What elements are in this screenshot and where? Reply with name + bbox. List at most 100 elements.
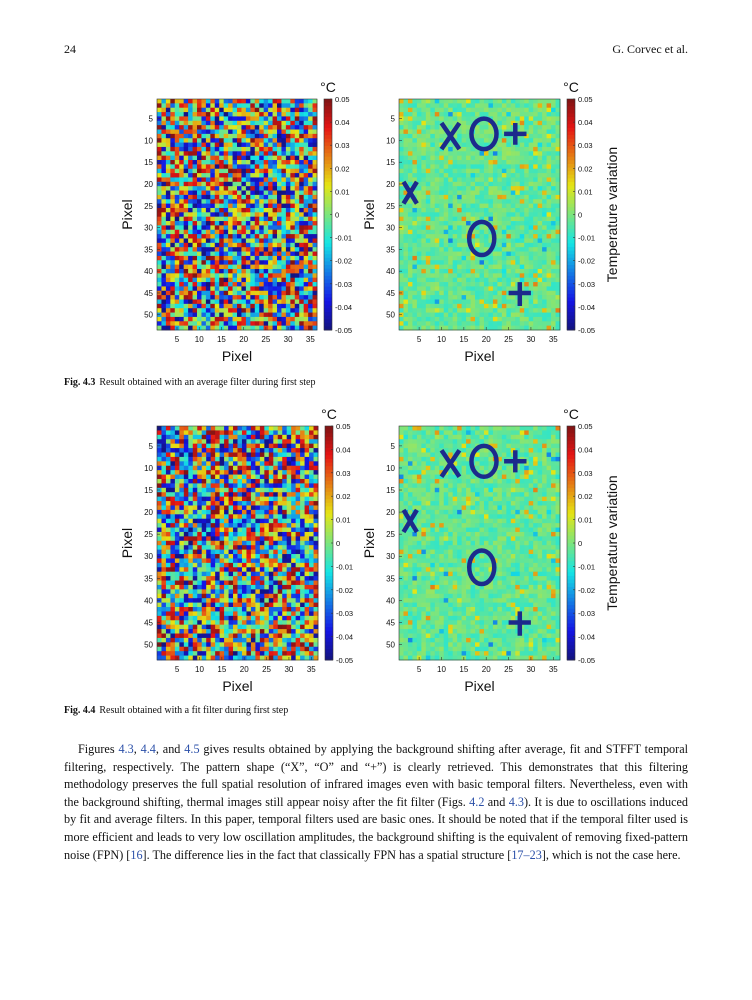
- heatmap-cell: [290, 303, 296, 309]
- heatmap-cell: [259, 456, 265, 462]
- heatmap-cell: [443, 286, 449, 292]
- heatmap-cell: [425, 255, 431, 261]
- heatmap-cell: [188, 225, 193, 231]
- heatmap-cell: [313, 483, 319, 489]
- heatmap-cell: [250, 164, 256, 170]
- heatmap-cell: [192, 496, 198, 502]
- y-tick-label: 35: [386, 245, 395, 254]
- heatmap-cell: [528, 107, 534, 113]
- heatmap-cell: [214, 168, 220, 174]
- heatmap-cell: [483, 133, 489, 139]
- heatmap-cell: [309, 514, 314, 520]
- heatmap-cell: [528, 303, 534, 309]
- heatmap-cell: [470, 181, 476, 187]
- heatmap-cell: [281, 242, 287, 248]
- heatmap-cell: [501, 273, 507, 279]
- heatmap-cell: [232, 155, 238, 161]
- heatmap-cell: [421, 242, 427, 248]
- heatmap-cell: [233, 509, 238, 515]
- colorbar-step: [324, 196, 332, 201]
- heatmap-cell: [403, 207, 409, 213]
- heatmap-cell: [506, 321, 512, 327]
- heatmap-cell: [470, 277, 476, 283]
- heatmap-cell: [277, 181, 282, 187]
- heatmap-cell: [492, 160, 498, 165]
- heatmap-cell: [403, 308, 409, 313]
- heatmap-cell: [170, 234, 176, 239]
- heatmap-cell: [268, 216, 273, 222]
- heatmap-cell: [452, 260, 458, 266]
- heatmap-cell: [219, 234, 225, 239]
- heatmap-cell: [179, 452, 185, 458]
- heatmap-cell: [285, 264, 291, 270]
- heatmap-cell: [254, 160, 260, 165]
- heatmap-cell: [201, 514, 207, 520]
- heatmap-cell: [205, 194, 211, 200]
- heatmap-cell: [528, 125, 534, 130]
- heatmap-cell: [228, 523, 234, 528]
- heatmap-cell: [277, 203, 282, 209]
- heatmap-cell: [290, 168, 296, 174]
- heatmap-cell: [457, 186, 463, 191]
- heatmap-cell: [174, 181, 180, 187]
- heatmap-cell: [303, 190, 309, 196]
- colorbar-tick-label: -0.03: [335, 280, 352, 289]
- heatmap-cell: [188, 273, 193, 279]
- heatmap-cell: [448, 264, 454, 270]
- heatmap-cell: [188, 321, 193, 327]
- heatmap-cell: [542, 247, 547, 252]
- heatmap-cell: [461, 203, 467, 209]
- heatmap-cell: [294, 229, 300, 235]
- heatmap-cell: [466, 107, 471, 113]
- heatmap-cell: [201, 221, 207, 226]
- heatmap-cell: [272, 173, 278, 178]
- heatmap-cell: [528, 216, 534, 222]
- heatmap-cell: [285, 251, 291, 257]
- heatmap-cell: [412, 125, 418, 130]
- heatmap-cell: [281, 116, 287, 122]
- heatmap-cell: [224, 505, 229, 511]
- heatmap-cell: [299, 194, 305, 200]
- heatmap-cell: [501, 229, 507, 235]
- heatmap-cell: [246, 523, 252, 528]
- heatmap-cell: [439, 238, 445, 244]
- heatmap-cell: [268, 207, 273, 213]
- heatmap-cell: [282, 483, 288, 489]
- heatmap-cell: [245, 129, 251, 135]
- colorbar-step: [567, 200, 575, 205]
- heatmap-cell: [524, 229, 530, 235]
- heatmap-cell: [421, 247, 427, 252]
- heatmap-cell: [183, 151, 189, 157]
- heatmap-cell: [192, 448, 198, 453]
- heatmap-cell: [501, 212, 507, 218]
- heatmap-cell: [461, 212, 467, 218]
- heatmap-cell: [506, 260, 512, 266]
- heatmap-cell: [443, 155, 449, 161]
- heatmap-cell: [309, 452, 314, 458]
- heatmap-cell: [165, 255, 171, 261]
- heatmap-cell: [206, 509, 212, 515]
- heatmap-cell: [277, 277, 282, 283]
- heatmap-cell: [214, 290, 220, 296]
- heatmap-cell: [254, 247, 260, 252]
- heatmap-cell: [161, 483, 167, 489]
- heatmap-cell: [304, 523, 310, 528]
- heatmap-cell: [497, 120, 503, 126]
- heatmap-cell: [443, 308, 449, 313]
- heatmap-cell: [312, 238, 318, 244]
- heatmap-cell: [224, 531, 229, 537]
- heatmap-cell: [228, 290, 233, 296]
- heatmap-cell: [268, 225, 273, 231]
- heatmap-cell: [161, 514, 167, 520]
- heatmap-cell: [201, 99, 207, 104]
- heatmap-cell: [425, 225, 431, 231]
- heatmap-cell: [546, 260, 552, 266]
- heatmap-cell: [268, 133, 273, 139]
- heatmap-cell: [219, 99, 225, 104]
- heatmap-cell: [412, 242, 418, 248]
- heatmap-cell: [492, 312, 498, 318]
- heatmap-cell: [551, 238, 556, 244]
- heatmap-cell: [425, 247, 431, 252]
- colorbar-step: [324, 167, 332, 172]
- heatmap-cell: [197, 536, 203, 542]
